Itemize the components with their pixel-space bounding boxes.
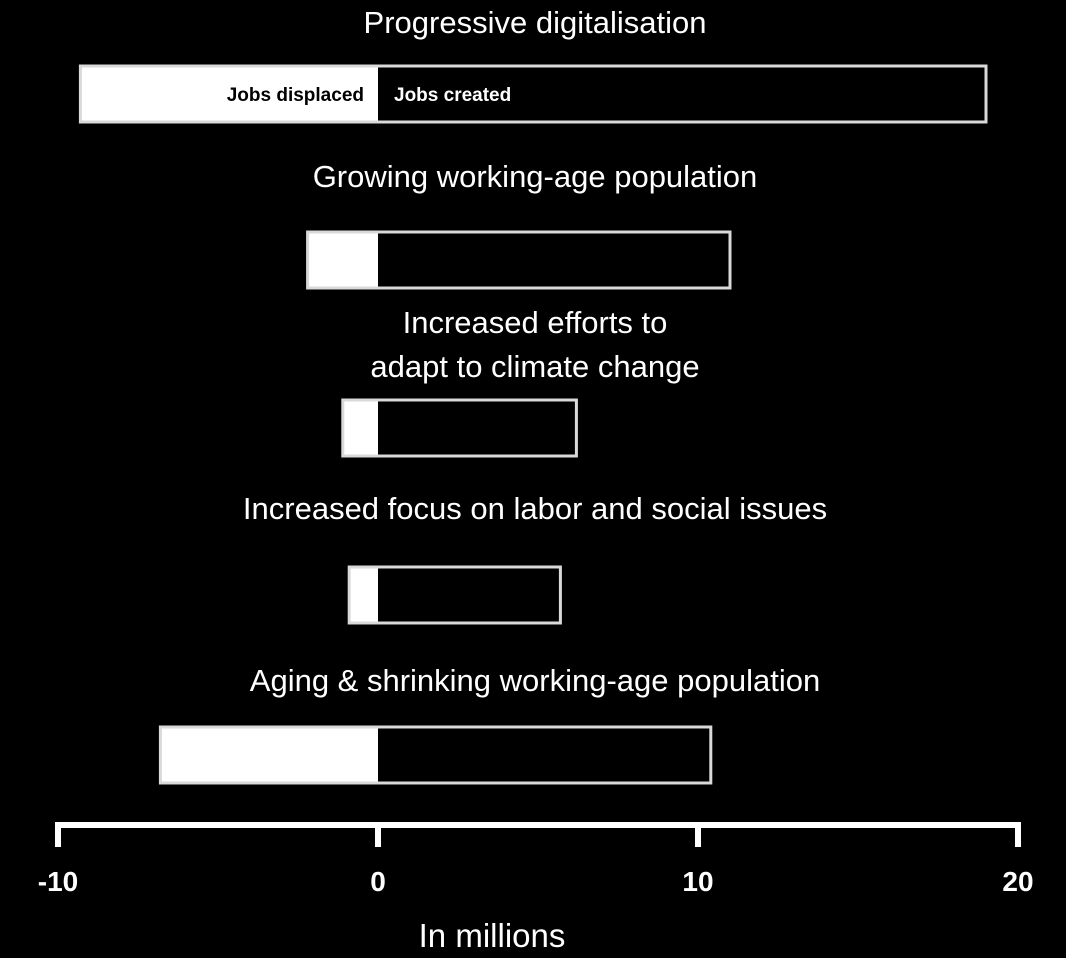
x-tick-label-20: 20 (1002, 866, 1033, 897)
bars-group (78, 64, 988, 785)
x-axis-title: In millions (419, 917, 566, 954)
bar-outline-increased-focus-on-labor-and-social-issues (347, 565, 562, 625)
x-axis: -10 0 10 20 (38, 822, 1034, 897)
bar-jobs-created-growing-working-age-population (378, 232, 730, 288)
bar-jobs-created-progressive-digitalisation (378, 66, 986, 122)
x-tick-label-0: 0 (370, 866, 386, 897)
bar-jobs-displaced-progressive-digitalisation (80, 66, 379, 122)
bar-jobs-displaced-aging-shrinking-working-age-population (160, 727, 378, 783)
bar-outline-progressive-digitalisation (78, 64, 988, 124)
bar-outline-aging-shrinking-working-age-population (158, 725, 713, 785)
bar-jobs-created-aging-shrinking-working-age-population (378, 727, 711, 783)
bar-jobs-created-increased-focus-on-labor-and-social-issues (378, 567, 561, 623)
x-tick-label-minus-10: -10 (38, 866, 78, 897)
bar-outline-increased-efforts-to-adapt-to-climate-change (341, 398, 578, 458)
legend-jobs-created: Jobs created (394, 85, 511, 106)
bar-jobs-displaced-increased-efforts-to-adapt-to-climate-change (342, 400, 378, 456)
category-labels-group: Progressive digitalisation Jobs displaced… (227, 5, 827, 698)
category-label-increased-focus-on-labor-and-social-issues: Increased focus on labor and social issu… (243, 491, 827, 526)
bar-jobs-displaced-growing-working-age-population (307, 232, 378, 288)
x-tick-label-10: 10 (682, 866, 713, 897)
bar-jobs-created-increased-efforts-to-adapt-to-climate-change (378, 400, 577, 456)
bar-outline-growing-working-age-population (306, 230, 732, 290)
bar-jobs-displaced-increased-focus-on-labor-and-social-issues (349, 567, 378, 623)
category-label-increased-efforts-to-adapt-to-climate-change: Increased efforts to adapt to climate cha… (370, 305, 699, 384)
category-label-progressive-digitalisation: Progressive digitalisation (364, 5, 707, 40)
legend-jobs-displaced: Jobs displaced (227, 85, 364, 106)
category-label-aging-shrinking-working-age-population: Aging & shrinking working-age population (250, 663, 820, 698)
category-label-growing-working-age-population: Growing working-age population (313, 159, 758, 194)
